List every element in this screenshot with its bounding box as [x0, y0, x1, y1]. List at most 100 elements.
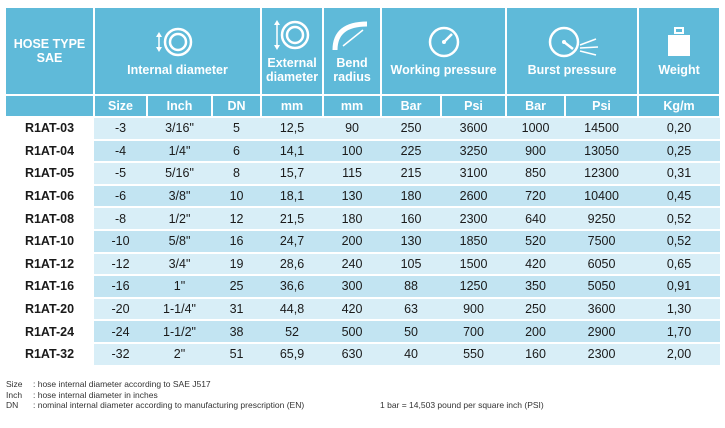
table-row: R1AT-10 -10 5/8" 16 24,7 200 130 1850 52…: [5, 228, 721, 253]
bp-psi-cell: 2300: [565, 341, 639, 365]
hose-code: R1AT-12: [5, 251, 94, 276]
weight-label: Weight: [658, 63, 700, 77]
inch-cell: 3/4": [147, 251, 212, 276]
footnote-inch-text: : hose internal diameter in inches: [33, 389, 158, 400]
dn-cell: 51: [212, 341, 262, 365]
subheader-bp-psi: Psi: [564, 94, 640, 117]
wp-psi-cell: 3100: [441, 161, 507, 185]
subheader-inch: Inch: [146, 94, 213, 117]
inch-cell: 1-1/2": [147, 319, 212, 343]
dn-cell: 8: [212, 161, 262, 185]
bend-cell: 100: [323, 138, 382, 163]
bp-psi-cell: 14500: [565, 116, 639, 140]
bp-bar-cell: 520: [506, 228, 566, 253]
hose-spec-table: HOSE TYPE SAE Internal diameter: [4, 8, 722, 365]
bend-cell: 300: [323, 274, 382, 298]
wp-psi-cell: 1850: [441, 228, 507, 253]
kg-cell: 1,70: [638, 319, 721, 343]
bp-bar-cell: 640: [506, 206, 566, 230]
internal-diameter-label: Internal diameter: [127, 63, 228, 77]
inch-cell: 2": [147, 341, 212, 365]
footnote-dn-text: : nominal internal diameter according to…: [33, 400, 305, 410]
wp-psi-cell: 550: [441, 341, 507, 365]
footnote-size-key: Size: [6, 379, 23, 389]
inch-cell: 1-1/4": [147, 296, 212, 321]
wp-psi-cell: 1250: [441, 274, 507, 298]
kg-cell: 0,91: [638, 274, 721, 298]
inch-cell: 1": [147, 274, 212, 298]
ext-cell: 65,9: [261, 341, 324, 365]
hose-code: R1AT-20: [5, 296, 94, 321]
dn-cell: 31: [212, 296, 262, 321]
ext-cell: 21,5: [261, 206, 324, 230]
ext-cell: 12,5: [261, 116, 324, 140]
bend-cell: 630: [323, 341, 382, 365]
ext-cell: 36,6: [261, 274, 324, 298]
ext-cell: 28,6: [261, 251, 324, 276]
table-row: R1AT-12 -12 3/4" 19 28,6 240 105 1500 42…: [5, 251, 721, 276]
hose-code: R1AT-16: [5, 274, 94, 298]
footnote-dn-key: DN: [6, 400, 19, 410]
table-row: R1AT-03 -3 3/16" 5 12,5 90 250 3600 1000…: [5, 116, 721, 140]
subheader-size: Size: [93, 94, 148, 117]
bend-cell: 115: [323, 161, 382, 185]
footnote-inch: Inch: hose internal diameter in inches: [6, 390, 304, 401]
bend-radius-label: Bend radius: [333, 56, 371, 84]
wp-bar-cell: 130: [381, 228, 442, 253]
bp-psi-cell: 3600: [565, 296, 639, 321]
wp-bar-cell: 160: [381, 206, 442, 230]
bp-bar-cell: 350: [506, 274, 566, 298]
external-diameter-icon: [274, 20, 310, 50]
kg-cell: 1,30: [638, 296, 721, 321]
wp-psi-cell: 3600: [441, 116, 507, 140]
inch-cell: 3/16": [147, 116, 212, 140]
ext-cell: 44,8: [261, 296, 324, 321]
kg-cell: 2,00: [638, 341, 721, 365]
burst-pressure-header: Burst pressure: [505, 8, 640, 95]
bp-bar-cell: 850: [506, 161, 566, 185]
subheader-wp-bar: Bar: [380, 94, 443, 117]
hose-type-sub-label: SAE: [36, 51, 63, 65]
bp-psi-cell: 6050: [565, 251, 639, 276]
wp-psi-cell: 700: [441, 319, 507, 343]
ext-cell: 14,1: [261, 138, 324, 163]
inch-cell: 3/8": [147, 183, 212, 208]
kg-cell: 0,52: [638, 206, 721, 230]
bp-bar-cell: 420: [506, 251, 566, 276]
dn-cell: 38: [212, 319, 262, 343]
dn-cell: 16: [212, 228, 262, 253]
ext-cell: 15,7: [261, 161, 324, 185]
burst-gauge-icon: [548, 26, 599, 58]
hose-code: R1AT-06: [5, 183, 94, 208]
hose-code: R1AT-32: [5, 341, 94, 365]
working-pressure-header: Working pressure: [380, 8, 508, 95]
subheader-dn: DN: [210, 94, 263, 117]
bend-cell: 130: [323, 183, 382, 208]
wp-psi-cell: 1500: [441, 251, 507, 276]
internal-diameter-icon: [155, 27, 192, 57]
inch-cell: 5/8": [147, 228, 212, 253]
size-cell: -12: [94, 251, 147, 276]
bend-cell: 90: [323, 116, 382, 140]
dn-cell: 6: [212, 138, 262, 163]
subheader-kgm: Kg/m: [637, 94, 722, 117]
dn-cell: 25: [212, 274, 262, 298]
hose-code: R1AT-03: [5, 116, 94, 140]
size-cell: -10: [94, 228, 147, 253]
wp-psi-cell: 900: [441, 296, 507, 321]
dn-cell: 12: [212, 206, 262, 230]
inch-cell: 1/2": [147, 206, 212, 230]
table-row: R1AT-20 -20 1-1/4" 31 44,8 420 63 900 25…: [5, 296, 721, 321]
wp-psi-cell: 2600: [441, 183, 507, 208]
kg-cell: 0,20: [638, 116, 721, 140]
wp-bar-cell: 105: [381, 251, 442, 276]
subheader-bend-mm: mm: [322, 94, 383, 117]
size-cell: -32: [94, 341, 147, 365]
subheader-wp-psi: Psi: [440, 94, 508, 117]
table-row: R1AT-24 -24 1-1/2" 38 52 500 50 700 200 …: [5, 319, 721, 343]
weight-icon: [668, 27, 691, 56]
hose-code: R1AT-08: [5, 206, 94, 230]
size-cell: -20: [94, 296, 147, 321]
hose-code: R1AT-04: [5, 138, 94, 163]
dn-cell: 10: [212, 183, 262, 208]
